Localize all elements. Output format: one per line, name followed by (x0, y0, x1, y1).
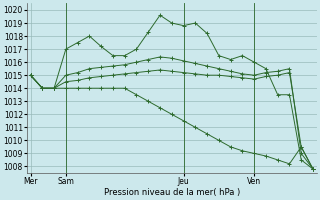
X-axis label: Pression niveau de la mer( hPa ): Pression niveau de la mer( hPa ) (104, 188, 240, 197)
